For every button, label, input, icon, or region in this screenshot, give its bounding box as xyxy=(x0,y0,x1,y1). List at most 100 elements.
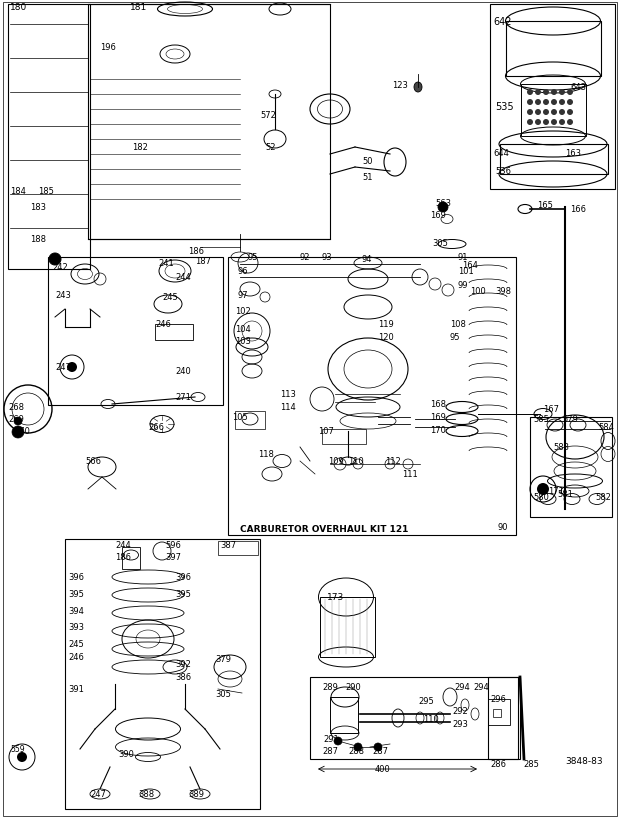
Text: 110: 110 xyxy=(348,457,364,466)
Text: 389: 389 xyxy=(188,790,204,799)
Text: 394: 394 xyxy=(68,607,84,616)
Text: 580: 580 xyxy=(533,493,549,502)
Circle shape xyxy=(334,737,342,745)
Bar xyxy=(530,418,612,518)
Text: 245: 245 xyxy=(68,640,84,649)
Bar xyxy=(235,411,265,429)
Text: 287: 287 xyxy=(372,747,388,756)
Circle shape xyxy=(527,90,533,96)
Bar xyxy=(330,697,358,733)
Text: 113: 113 xyxy=(280,390,296,399)
Text: 180: 180 xyxy=(10,3,27,12)
Text: 90: 90 xyxy=(498,523,508,532)
Circle shape xyxy=(559,100,565,106)
Text: 188: 188 xyxy=(30,235,46,244)
Text: 305: 305 xyxy=(215,690,231,699)
Text: 285: 285 xyxy=(523,759,539,768)
Text: 169: 169 xyxy=(430,413,446,422)
Text: 94: 94 xyxy=(362,256,373,265)
Bar xyxy=(218,541,258,555)
Bar xyxy=(490,5,615,190)
Bar xyxy=(500,145,608,174)
Circle shape xyxy=(527,120,533,126)
Bar xyxy=(493,709,501,717)
Text: 184: 184 xyxy=(10,188,26,197)
Text: 111: 111 xyxy=(402,470,418,479)
Text: 93: 93 xyxy=(322,253,332,262)
Circle shape xyxy=(559,120,565,126)
Circle shape xyxy=(527,100,533,106)
Text: 99: 99 xyxy=(458,280,469,289)
Text: 393: 393 xyxy=(68,622,84,631)
Text: 596: 596 xyxy=(165,541,181,550)
Circle shape xyxy=(543,100,549,106)
Text: 536: 536 xyxy=(495,167,511,176)
Bar xyxy=(521,85,586,137)
Text: 396: 396 xyxy=(68,572,84,581)
Text: 183: 183 xyxy=(30,203,46,212)
Text: 92: 92 xyxy=(300,253,311,262)
Text: 119: 119 xyxy=(378,320,394,329)
Circle shape xyxy=(559,90,565,96)
Text: 270: 270 xyxy=(14,427,30,436)
Bar xyxy=(488,699,510,725)
Text: 395: 395 xyxy=(175,590,191,599)
Text: CARBURETOR OVERHAUL KIT 121: CARBURETOR OVERHAUL KIT 121 xyxy=(240,525,409,534)
Text: 643: 643 xyxy=(570,83,586,92)
Bar xyxy=(48,258,223,405)
Text: 170: 170 xyxy=(430,426,446,435)
Circle shape xyxy=(354,743,362,751)
Text: 102: 102 xyxy=(235,307,250,316)
Text: 95: 95 xyxy=(248,253,259,262)
Text: 164: 164 xyxy=(462,260,478,269)
Text: 169: 169 xyxy=(430,210,446,219)
Text: 91: 91 xyxy=(458,253,469,262)
Circle shape xyxy=(535,110,541,115)
Text: 244: 244 xyxy=(175,274,191,283)
Text: 163: 163 xyxy=(565,148,581,157)
Circle shape xyxy=(551,100,557,106)
Text: 583: 583 xyxy=(553,443,569,452)
Text: 392: 392 xyxy=(175,659,191,668)
Text: 396: 396 xyxy=(175,572,191,581)
Text: 181: 181 xyxy=(130,3,148,12)
Text: 271: 271 xyxy=(175,393,191,402)
Circle shape xyxy=(567,100,573,106)
Circle shape xyxy=(559,110,565,115)
Text: 51: 51 xyxy=(362,174,373,183)
Text: 305: 305 xyxy=(432,238,448,247)
Text: 581: 581 xyxy=(557,490,573,499)
Text: 3848-83: 3848-83 xyxy=(565,757,603,766)
Circle shape xyxy=(535,100,541,106)
Text: 186: 186 xyxy=(115,553,131,562)
Text: 168: 168 xyxy=(430,400,446,409)
Text: 246: 246 xyxy=(68,653,84,662)
Text: 114: 114 xyxy=(280,403,296,412)
Text: 101: 101 xyxy=(458,267,474,276)
Text: 379: 379 xyxy=(215,654,231,663)
Text: 584: 584 xyxy=(598,423,614,432)
Circle shape xyxy=(537,483,549,495)
Text: 95: 95 xyxy=(450,333,461,342)
Text: 108: 108 xyxy=(450,320,466,329)
Text: 566: 566 xyxy=(85,457,101,466)
Text: 397: 397 xyxy=(165,553,181,562)
Circle shape xyxy=(567,120,573,126)
Text: 388: 388 xyxy=(138,790,154,799)
Text: 112: 112 xyxy=(385,457,401,466)
Bar xyxy=(88,5,330,240)
Text: 579: 579 xyxy=(562,415,578,424)
Circle shape xyxy=(543,110,549,115)
Text: 105: 105 xyxy=(232,413,248,422)
Circle shape xyxy=(543,90,549,96)
Text: 295: 295 xyxy=(418,697,434,706)
Text: 241: 241 xyxy=(158,259,174,268)
Text: 386: 386 xyxy=(175,672,191,681)
Circle shape xyxy=(12,427,24,438)
Text: 391: 391 xyxy=(68,685,84,694)
Text: 107: 107 xyxy=(318,427,334,436)
Circle shape xyxy=(551,110,557,115)
Text: 266: 266 xyxy=(148,423,164,432)
Text: 52: 52 xyxy=(265,143,275,152)
Circle shape xyxy=(535,120,541,126)
